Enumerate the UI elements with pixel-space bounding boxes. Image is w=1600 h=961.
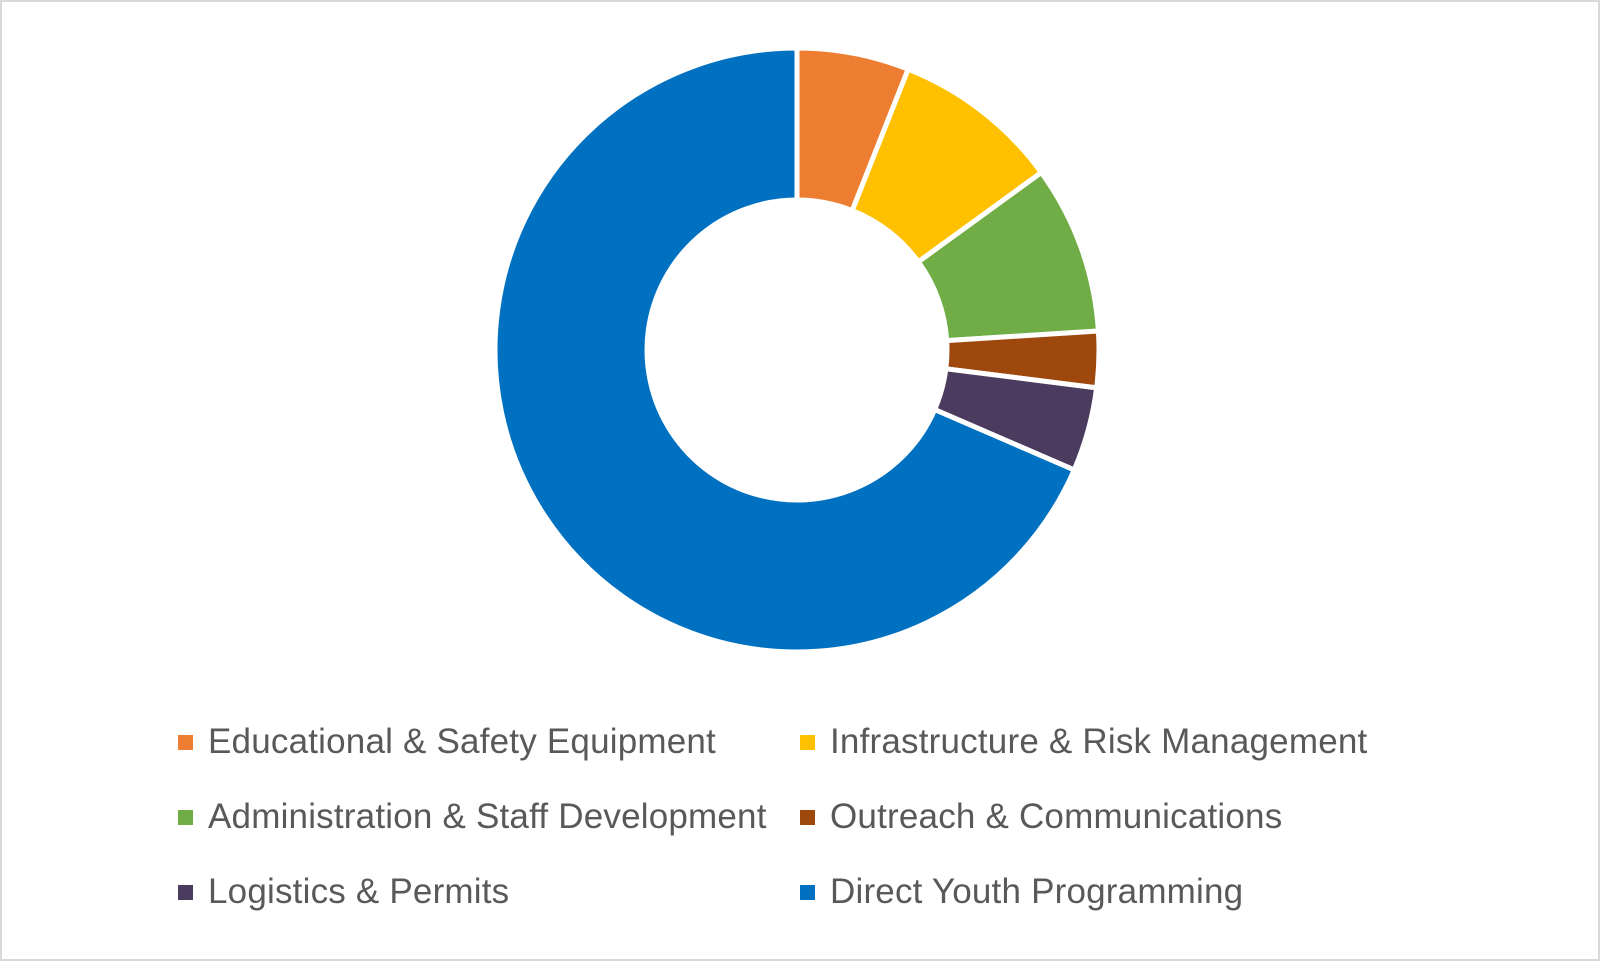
legend-swatch-direct-youth-programming	[800, 884, 815, 900]
legend-item-outreach-communications: Outreach & Communications	[800, 797, 1282, 837]
legend-label: Outreach & Communications	[830, 797, 1283, 836]
legend-item-infrastructure-risk-management: Infrastructure & Risk Management	[800, 722, 1367, 762]
legend-item-direct-youth-programming: Direct Youth Programming	[800, 872, 1243, 912]
legend-item-educational-safety-equipment: Educational & Safety Equipment	[178, 722, 716, 762]
donut-slice-direct-youth-programming	[492, 45, 1078, 655]
legend-swatch-infrastructure-risk-management	[800, 734, 815, 750]
chart-legend: Educational & Safety Equipment Infrastru…	[178, 722, 1478, 952]
donut-chart	[492, 45, 1099, 655]
legend-label: Direct Youth Programming	[830, 872, 1244, 911]
legend-item-administration-staff-development: Administration & Staff Development	[178, 797, 767, 837]
legend-swatch-administration-staff-development	[178, 809, 193, 825]
legend-label: Administration & Staff Development	[208, 797, 767, 836]
legend-swatch-logistics-permits	[178, 884, 193, 900]
legend-item-logistics-permits: Logistics & Permits	[178, 872, 509, 912]
legend-label: Infrastructure & Risk Management	[830, 722, 1368, 761]
legend-swatch-outreach-communications	[800, 809, 815, 825]
legend-swatch-educational-safety-equipment	[178, 734, 193, 750]
legend-label: Logistics & Permits	[208, 872, 510, 911]
legend-label: Educational & Safety Equipment	[208, 722, 716, 761]
